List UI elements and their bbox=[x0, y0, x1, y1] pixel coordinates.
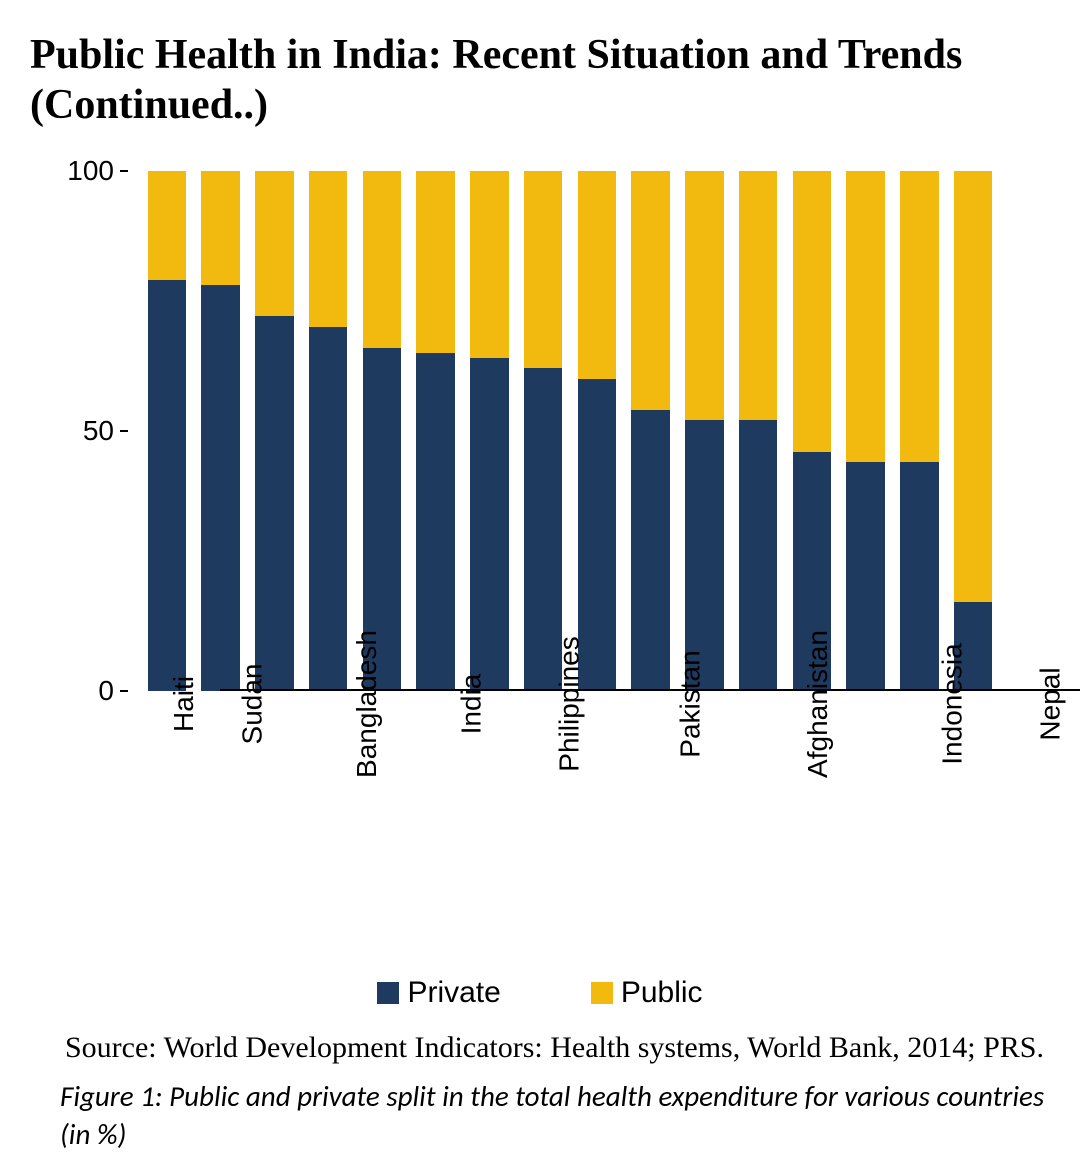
y-tick-label: 50 bbox=[83, 415, 114, 447]
bars bbox=[140, 171, 1000, 691]
bar-segment-private bbox=[631, 410, 670, 691]
bar-segment-public bbox=[524, 171, 563, 369]
bar-segment-private bbox=[739, 420, 778, 690]
bar-slot bbox=[409, 171, 463, 691]
legend-label: Public bbox=[621, 976, 703, 1010]
page-title: Public Health in India: Recent Situation… bbox=[30, 30, 1058, 131]
x-axis-label: India bbox=[455, 673, 487, 734]
bar-stack bbox=[578, 171, 617, 691]
x-axis-label: Indonesia bbox=[937, 643, 969, 764]
bar-slot bbox=[516, 171, 570, 691]
x-axis-label: Pakistan bbox=[675, 650, 707, 757]
bar-slot bbox=[839, 171, 893, 691]
bar-segment-public bbox=[416, 171, 455, 353]
bar-slot bbox=[785, 171, 839, 691]
y-axis: 050100 bbox=[60, 171, 140, 691]
bar-segment-public bbox=[255, 171, 294, 317]
bar-segment-public bbox=[309, 171, 348, 327]
x-axis-label: Haiti bbox=[168, 676, 200, 732]
bar-slot bbox=[463, 171, 517, 691]
bar-stack bbox=[309, 171, 348, 691]
legend-swatch bbox=[591, 982, 613, 1004]
y-tick-mark bbox=[120, 690, 128, 692]
figure-caption: Figure 1: Public and private split in th… bbox=[60, 1078, 1058, 1153]
bar-slot bbox=[624, 171, 678, 691]
bar-segment-private bbox=[201, 285, 240, 691]
source-text: Source: World Development Indicators: He… bbox=[65, 1028, 1058, 1069]
bar-stack bbox=[685, 171, 724, 691]
legend: Private Public bbox=[60, 976, 1020, 1010]
bar-segment-public bbox=[578, 171, 617, 379]
x-axis-label: Bangladesh bbox=[351, 630, 383, 778]
bar-stack bbox=[470, 171, 509, 691]
y-tick: 100 bbox=[67, 155, 128, 187]
bar-stack bbox=[255, 171, 294, 691]
bar-stack bbox=[363, 171, 402, 691]
y-tick-label: 0 bbox=[98, 675, 114, 707]
bar-segment-private bbox=[846, 462, 885, 691]
bar-stack bbox=[148, 171, 187, 691]
bar-stack bbox=[739, 171, 778, 691]
x-axis-label: Nepal bbox=[1034, 667, 1066, 740]
bar-slot bbox=[194, 171, 248, 691]
bar-slot bbox=[731, 171, 785, 691]
x-axis-label: Philippines bbox=[553, 636, 585, 771]
x-axis-label: Afghanistan bbox=[802, 630, 834, 778]
bar-stack bbox=[793, 171, 832, 691]
bar-segment-public bbox=[846, 171, 885, 462]
bar-segment-public bbox=[470, 171, 509, 358]
bar-segment-public bbox=[793, 171, 832, 452]
bar-segment-private bbox=[255, 316, 294, 690]
bar-segment-public bbox=[201, 171, 240, 285]
legend-item-public: Public bbox=[591, 976, 703, 1010]
y-tick-mark bbox=[120, 430, 128, 432]
bar-segment-private bbox=[416, 353, 455, 691]
bar-slot bbox=[355, 171, 409, 691]
bar-stack bbox=[954, 171, 993, 691]
plot-area bbox=[140, 171, 1000, 691]
bar-slot bbox=[248, 171, 302, 691]
legend-swatch bbox=[377, 982, 399, 1004]
bar-stack bbox=[846, 171, 885, 691]
bar-slot bbox=[570, 171, 624, 691]
chart: 050100 HaitiSudanBangladeshIndiaPhilippi… bbox=[60, 161, 1020, 711]
bar-segment-private bbox=[470, 358, 509, 691]
y-tick-label: 100 bbox=[67, 155, 114, 187]
bar-slot bbox=[678, 171, 732, 691]
bar-slot bbox=[946, 171, 1000, 691]
bar-segment-public bbox=[148, 171, 187, 280]
bar-segment-private bbox=[309, 327, 348, 691]
bar-stack bbox=[416, 171, 455, 691]
y-tick: 50 bbox=[83, 415, 128, 447]
bar-segment-public bbox=[954, 171, 993, 603]
bar-segment-public bbox=[739, 171, 778, 421]
bar-segment-public bbox=[685, 171, 724, 421]
x-axis-labels: HaitiSudanBangladeshIndiaPhilippinesPaki… bbox=[140, 696, 1000, 728]
bar-stack bbox=[524, 171, 563, 691]
bar-slot bbox=[893, 171, 947, 691]
x-axis-label: Sudan bbox=[237, 663, 269, 744]
legend-item-private: Private bbox=[377, 976, 500, 1010]
bar-stack bbox=[201, 171, 240, 691]
y-tick-mark bbox=[120, 170, 128, 172]
bar-segment-private bbox=[148, 280, 187, 691]
y-tick: 0 bbox=[98, 675, 128, 707]
page: Public Health in India: Recent Situation… bbox=[0, 0, 1088, 1174]
bar-segment-private bbox=[900, 462, 939, 691]
bar-segment-public bbox=[900, 171, 939, 462]
bar-slot bbox=[301, 171, 355, 691]
legend-label: Private bbox=[407, 976, 500, 1010]
bar-segment-public bbox=[631, 171, 670, 410]
bar-slot bbox=[140, 171, 194, 691]
bar-segment-public bbox=[363, 171, 402, 348]
bar-stack bbox=[631, 171, 670, 691]
bar-stack bbox=[900, 171, 939, 691]
